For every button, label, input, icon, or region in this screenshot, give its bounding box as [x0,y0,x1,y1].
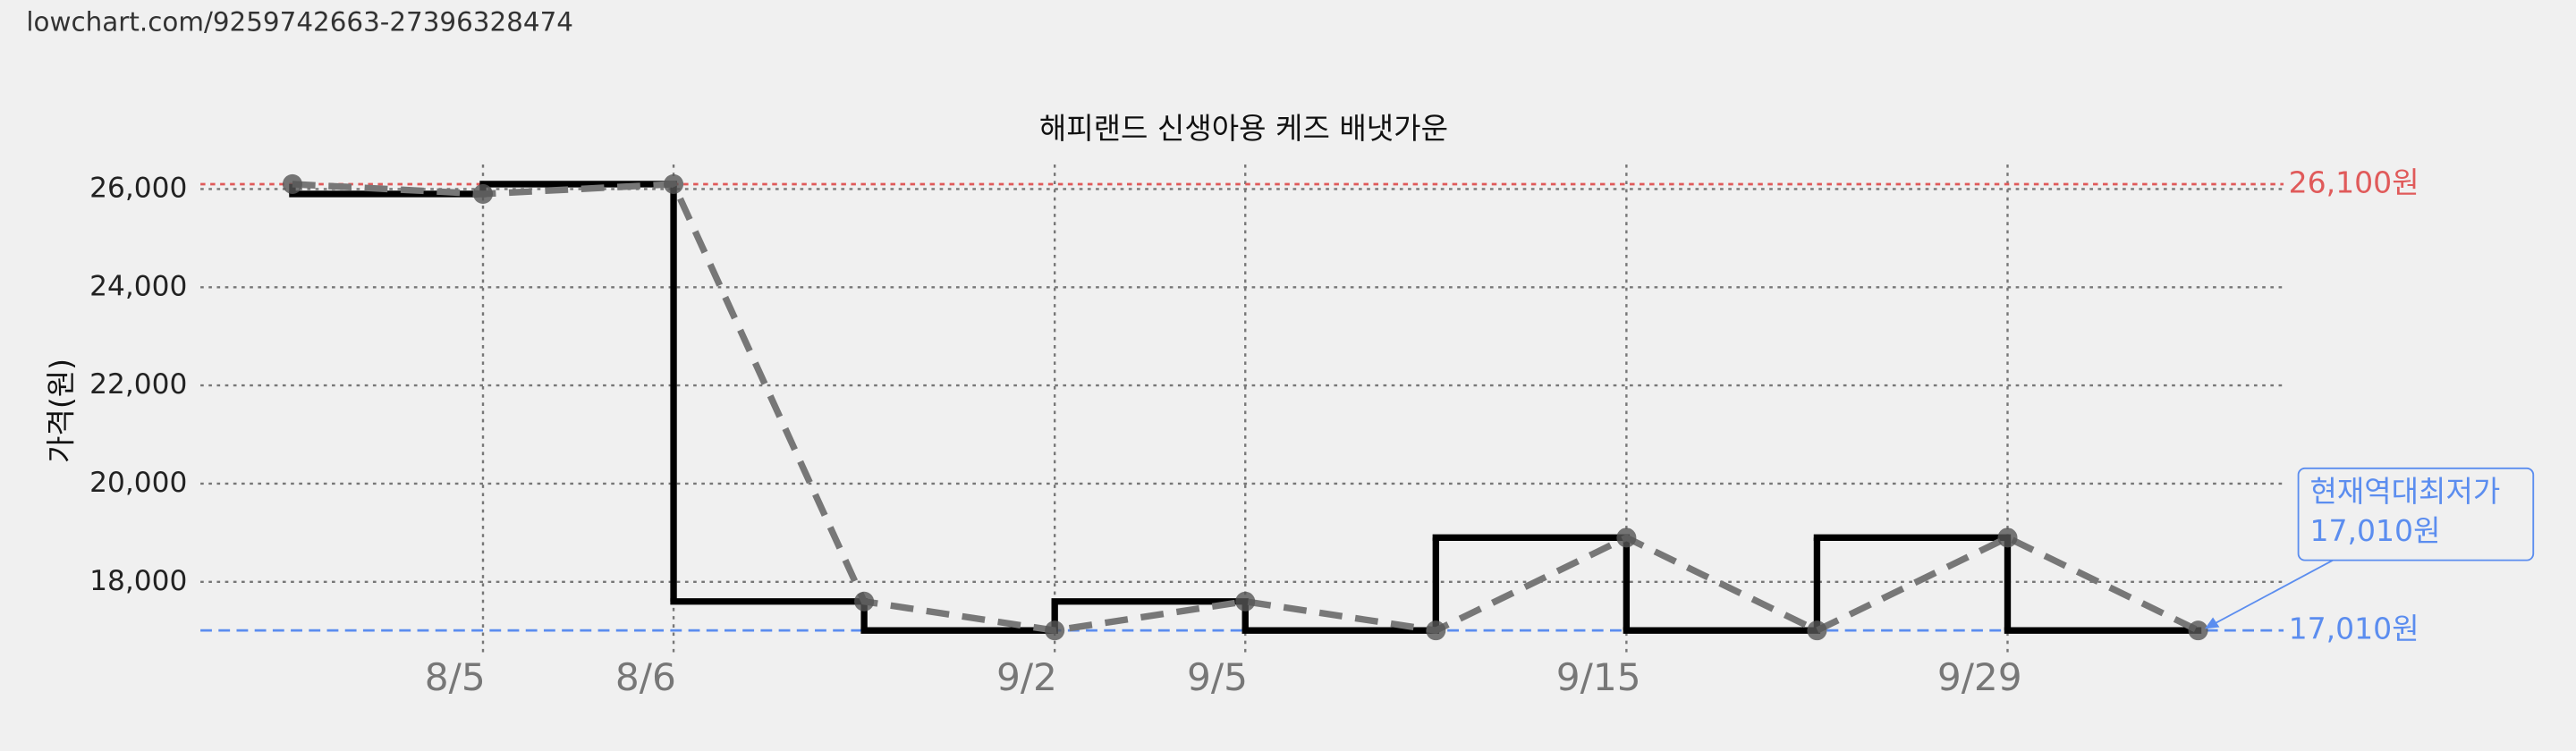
price-marker [282,173,302,194]
y-tick-label: 20,000 [89,467,187,499]
x-tick-label: 9/2 [996,655,1057,699]
annotation-text: 17,010원 [2309,513,2440,548]
y-axis-label: 가격(원) [43,359,78,463]
price-marker [472,183,494,204]
price-marker [1997,527,2018,548]
price-line [292,181,2200,635]
annotation-box [2297,467,2535,561]
reference-label: 26,100원 [2289,165,2419,199]
price-marker [1235,591,1256,612]
x-tick-label: 8/5 [425,655,486,699]
y-tick-label: 22,000 [89,368,187,401]
price-marker [1616,527,1637,548]
price-marker [854,591,875,612]
price-marker [2188,620,2208,641]
price-marker [664,173,684,194]
y-tick-label: 24,000 [89,270,187,302]
y-tick-label: 26,000 [89,172,187,204]
price-marker [1807,620,1827,641]
page-url: lowchart.com/9259742663-27396328474 [26,7,573,38]
annotation-arrow [2207,559,2334,629]
chart-title: 해피랜드 신생아용 케즈 배냇가운 [1039,111,1448,146]
x-tick-label: 9/29 [1937,655,2022,699]
reference-label: 17,010원 [2289,612,2419,646]
annotation-text: 현재역대최저가 [2309,474,2500,509]
y-tick-label: 18,000 [89,565,187,597]
price-marker [1045,620,1065,641]
x-tick-label: 9/15 [1556,655,1641,699]
x-tick-label: 9/5 [1187,655,1248,699]
annotation-arrowhead [2204,617,2220,629]
price-marker [1426,620,1446,641]
x-tick-label: 8/6 [615,655,676,699]
